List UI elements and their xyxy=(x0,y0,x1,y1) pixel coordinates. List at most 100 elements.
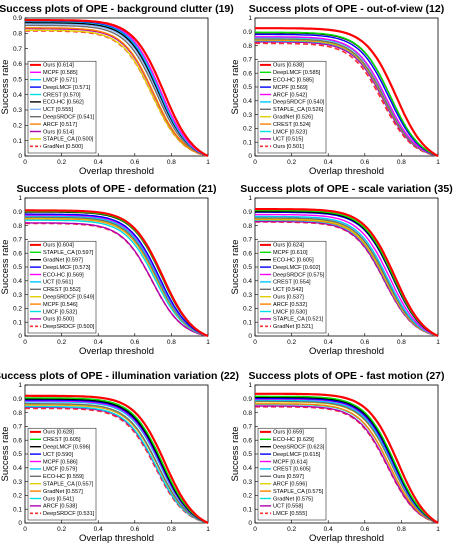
y-tick-label: 0.9 xyxy=(243,209,252,216)
y-axis-label: Success rate xyxy=(230,427,241,482)
legend: Ours [0.614]MCPF [0.585]LMCF [0.571]Deep… xyxy=(27,60,97,154)
legend-entry: ARCF [0.542] xyxy=(273,92,307,98)
y-tick-label: 0.2 xyxy=(13,123,22,130)
series-line xyxy=(25,403,209,524)
y-tick-label: 0.6 xyxy=(13,61,22,68)
x-tick-label: 0.6 xyxy=(360,526,369,533)
legend-entry: DeepSRDCF [0.540] xyxy=(273,100,325,106)
y-tick-label: 0.8 xyxy=(13,410,22,417)
legend: Ours [0.628]CREST [0.605] DeepLMCF [0.596… xyxy=(27,427,97,521)
series-line xyxy=(25,29,209,157)
legend-entry: ARCF [0.517] xyxy=(43,122,77,128)
legend-entry: UCT [0.561] xyxy=(43,280,74,286)
y-tick-label: 0.9 xyxy=(243,29,252,36)
series-line xyxy=(25,27,209,157)
legend-entry: MCPF [0.610] xyxy=(273,250,308,256)
x-tick-label: 0.8 xyxy=(167,526,176,533)
series-line xyxy=(255,392,439,524)
series-line xyxy=(25,219,209,337)
x-tick-label: 0.4 xyxy=(324,339,333,346)
legend-entry: DeepSRDCF [0.549] xyxy=(43,295,95,301)
legend-entry: ECO-HC [0.629] xyxy=(273,437,314,443)
y-tick-label: 0.1 xyxy=(13,319,22,326)
legend-entry: Ours [0.628] xyxy=(43,430,74,436)
legend-entry: DeepLMCF [0.585] xyxy=(273,70,321,76)
y-tick-label: 1 xyxy=(248,15,252,22)
y-tick-label: 0.7 xyxy=(13,424,22,431)
y-tick-label: 0.8 xyxy=(13,31,22,38)
series-line xyxy=(255,209,439,337)
series-line xyxy=(255,38,439,157)
y-tick-label: 0.5 xyxy=(13,451,22,458)
chart-panel-1: Success plots of OPE - background clutte… xyxy=(0,3,234,177)
y-tick-label: 0.7 xyxy=(13,46,22,53)
chart-title: Success plots of OPE - deformation (21) xyxy=(16,183,216,195)
legend-entry: Ours [0.614] xyxy=(43,63,74,69)
x-axis-label: Overlap threshold xyxy=(309,533,384,544)
y-tick-label: 0 xyxy=(18,153,22,160)
y-tick-label: 0.8 xyxy=(13,223,22,230)
legend-entry: Ours [0.604] xyxy=(43,243,74,249)
series-line xyxy=(25,209,209,338)
x-tick-label: 1 xyxy=(436,526,440,533)
legend-box xyxy=(257,427,327,521)
legend-entry: CREST [0.605] xyxy=(273,467,311,473)
legend-entry: LMCF [0.579] xyxy=(43,467,77,473)
x-tick-label: 0 xyxy=(23,159,27,166)
y-tick-label: 0.4 xyxy=(243,465,252,472)
chart-title: Success plots of OPE - out-of-view (12) xyxy=(249,3,444,15)
legend-entry: DeepSRDCF [0.500] xyxy=(43,324,95,330)
x-tick-label: 0.8 xyxy=(167,339,176,346)
x-tick-label: 1 xyxy=(436,339,440,346)
x-tick-label: 0.2 xyxy=(287,159,296,166)
series-line xyxy=(255,33,439,157)
series-line xyxy=(25,405,209,524)
legend: Ours [0.604]STAPLE_CA [0.597] GradNet [0.… xyxy=(27,240,97,334)
x-tick-label: 1 xyxy=(436,159,440,166)
series-line xyxy=(255,395,439,524)
y-tick-label: 1 xyxy=(18,382,22,389)
legend-entry: GradNet [0.500] xyxy=(43,144,83,150)
y-tick-label: 0.9 xyxy=(243,396,252,403)
y-tick-label: 0.2 xyxy=(243,126,252,133)
legend-entry: GradNet [0.597] xyxy=(43,258,83,264)
y-tick-label: 0.1 xyxy=(243,139,252,146)
x-tick-label: 0.8 xyxy=(397,526,406,533)
y-tick-label: 0.3 xyxy=(243,479,252,486)
x-tick-label: 0 xyxy=(23,526,27,533)
series-line xyxy=(25,213,209,337)
y-tick-label: 0.1 xyxy=(13,506,22,513)
x-tick-label: 0.4 xyxy=(94,159,103,166)
legend-entry: ECO-HC [0.585] xyxy=(273,78,314,84)
legend-box xyxy=(257,60,327,154)
legend-entry: DeepSRDCF [0.623] xyxy=(273,445,325,451)
x-tick-label: 1 xyxy=(206,526,210,533)
x-tick-label: 0.6 xyxy=(130,339,139,346)
y-tick-label: 0.3 xyxy=(243,292,252,299)
y-tick-label: 0.1 xyxy=(13,138,22,145)
legend-entry: MCPF [0.614] xyxy=(273,459,308,465)
legend-entry: DeepSRDCF [0.531] xyxy=(43,511,95,517)
legend-entry: UCT [0.542] xyxy=(273,287,304,293)
y-tick-label: 0.4 xyxy=(13,92,22,99)
y-tick-label: 0.4 xyxy=(243,278,252,285)
y-tick-label: 0.2 xyxy=(243,306,252,313)
y-tick-label: 0.7 xyxy=(243,237,252,244)
y-tick-label: 0.8 xyxy=(243,43,252,50)
x-axis-label: Overlap threshold xyxy=(79,166,154,177)
legend-entry: Ours [0.537] xyxy=(273,295,304,301)
x-tick-label: 0.4 xyxy=(94,526,103,533)
y-tick-label: 0.9 xyxy=(13,15,22,22)
legend-entry: LMCF [0.555] xyxy=(273,511,307,517)
x-tick-label: 0.4 xyxy=(324,159,333,166)
legend-entry: DeepLMCF [0.602] xyxy=(273,265,321,271)
x-tick-label: 0.8 xyxy=(397,159,406,166)
series-line xyxy=(254,217,439,337)
legend-entry: LMCF [0.532] xyxy=(43,309,77,315)
legend-entry: CREST [0.570] xyxy=(43,92,81,98)
y-tick-label: 0.6 xyxy=(13,250,22,257)
x-axis-label: Overlap threshold xyxy=(309,346,384,357)
legend-entry: ARCF [0.596] xyxy=(273,482,307,488)
legend-entry: DeepLMCF [0.571] xyxy=(43,85,91,91)
legend-entry: DeepLMCF [0.615] xyxy=(273,452,321,458)
